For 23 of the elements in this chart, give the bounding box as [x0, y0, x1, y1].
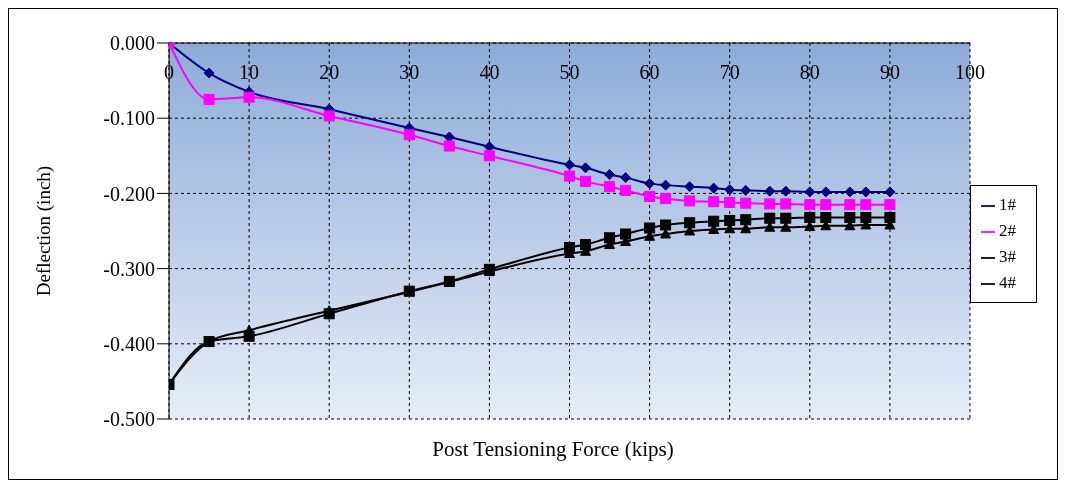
legend-label: 4# [999, 273, 1016, 292]
legend-label: 3# [999, 247, 1016, 266]
x-tick-label: 30 [399, 61, 420, 84]
x-tick-label: 50 [559, 61, 580, 84]
x-tick-label: 60 [639, 61, 660, 84]
x-tick-label: 40 [479, 61, 500, 84]
y-tick-label: -0.200 [103, 182, 155, 205]
x-tick-label: 70 [719, 61, 740, 84]
y-tick-label: -0.500 [103, 408, 155, 431]
x-tick-label: 80 [799, 61, 820, 84]
y-tick-label: -0.300 [103, 257, 155, 280]
legend-label: 2# [999, 221, 1016, 240]
x-tick-label: 10 [239, 61, 260, 84]
y-tick-label: 0.000 [110, 32, 155, 55]
y-tick-label: -0.100 [103, 107, 155, 130]
x-tick-label: 90 [879, 61, 900, 84]
legend-label: 1# [999, 195, 1016, 214]
y-axis-title: Deflection (inch) [32, 165, 55, 297]
x-tick-label: 20 [319, 61, 340, 84]
y-tick-label: -0.400 [103, 332, 155, 355]
x-tick-label: 100 [955, 61, 985, 84]
x-axis-title: Post Tensioning Force (kips) [431, 437, 675, 462]
x-tick-label: 0 [164, 61, 174, 84]
